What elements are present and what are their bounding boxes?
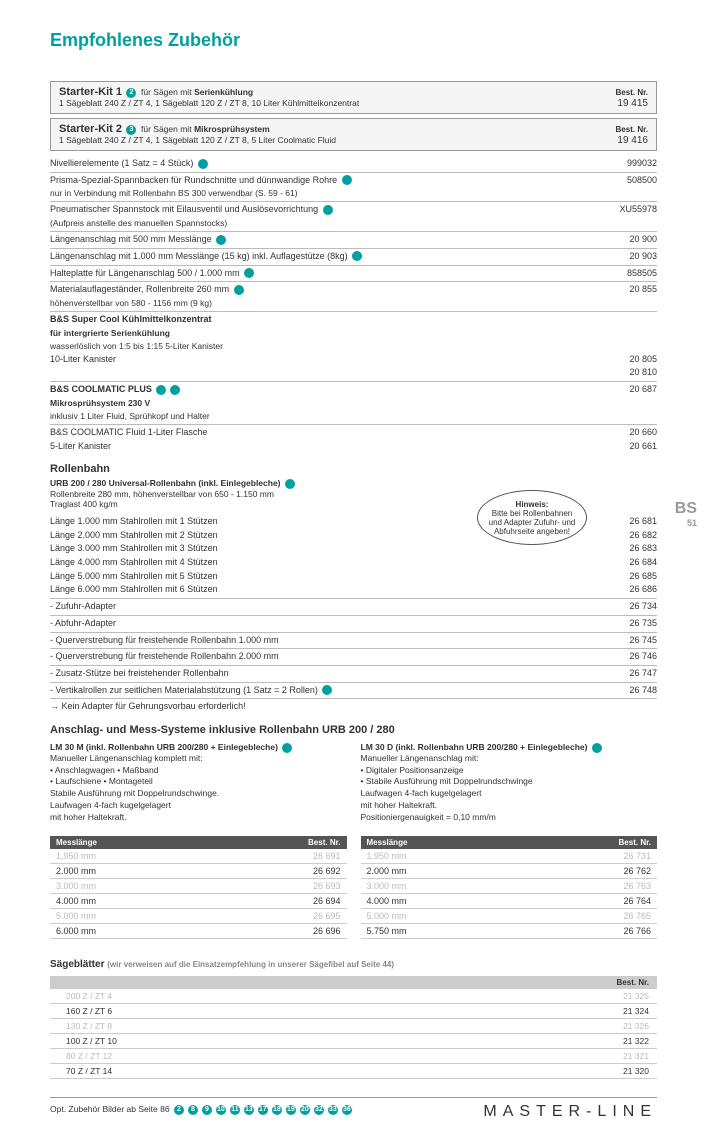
- footer-text: Opt. Zubehör Bilder ab Seite 86: [50, 1104, 170, 1114]
- col-mess: Messlänge: [50, 836, 211, 849]
- col-best: Best. Nr.: [414, 976, 657, 989]
- page-title: Empfohlenes Zubehör: [50, 30, 657, 51]
- sidecode: BS51: [675, 500, 697, 528]
- ref-dot: [285, 479, 295, 489]
- kit1-nr: 19 415: [617, 98, 648, 109]
- kit2-nr: 19 416: [617, 135, 648, 146]
- ref-dot: 2: [126, 88, 136, 98]
- col-mess: Messlänge: [361, 836, 522, 849]
- anschlag-left-lines: Manueller Längenanschlag komplett mit:• …: [50, 753, 347, 824]
- anschlag-left-head: LM 30 M (inkl. Rollenbahn URB 200/280 + …: [50, 742, 278, 752]
- rollenbahn-title: Rollenbahn: [50, 463, 657, 475]
- starter-kit-1: Starter-Kit 1 2 für Sägen mit Serienkühl…: [50, 81, 657, 114]
- kit1-name: Starter-Kit 1: [59, 86, 122, 98]
- hint-title: Hinweis:: [516, 500, 549, 509]
- hint-bubble: Hinweis:Bitte bei Rollenbahnen und Adapt…: [477, 490, 587, 545]
- brand: MASTER-LINE: [483, 1103, 657, 1121]
- kit2-name: Starter-Kit 2: [59, 123, 122, 135]
- rollenbahn-list: Länge 1.000 mm Stahlrollen mit 1 Stützen…: [50, 515, 657, 714]
- kit2-desc: 1 Sägeblatt 240 Z / ZT 4, 1 Sägeblatt 12…: [59, 135, 336, 145]
- anschlag-title: Anschlag- und Mess-Systeme inklusive Rol…: [50, 724, 657, 736]
- starter-kit-2: Starter-Kit 2 3 für Sägen mit Mikrosprüh…: [50, 118, 657, 151]
- anschlag-right-head: LM 30 D (inkl. Rollenbahn URB 200/280 + …: [361, 742, 588, 752]
- kit2-for: für Sägen mit: [141, 124, 192, 134]
- kit1-for: für Sägen mit: [141, 87, 192, 97]
- ref-dot: [282, 743, 292, 753]
- sage-table: Best. Nr. 200 Z / ZT 421 325160 Z / ZT 6…: [50, 976, 657, 1079]
- accessory-list: Nivellierelemente (1 Satz = 4 Stück) 999…: [50, 157, 657, 453]
- ref-dot: [592, 743, 602, 753]
- anschlag-right-lines: Manueller Längenanschlag mit:• Digitaler…: [361, 753, 658, 824]
- bestnr-label: Best. Nr.: [616, 125, 648, 134]
- col-best: Best. Nr.: [211, 836, 346, 849]
- sage-title: Sägeblätter: [50, 959, 104, 970]
- sage-sub: (wir verweisen auf die Einsatzempfehlung…: [107, 960, 394, 969]
- kit1-desc: 1 Sägeblatt 240 Z / ZT 4, 1 Sägeblatt 12…: [59, 98, 359, 108]
- kit1-forbold: Serienkühlung: [194, 87, 253, 97]
- mess-table-left: MesslängeBest. Nr. 1.950 mm26 6912.000 m…: [50, 836, 347, 939]
- rollenbahn-head: URB 200 / 280 Universal-Rollenbahn (inkl…: [50, 478, 281, 488]
- ref-dot: 3: [126, 125, 136, 135]
- bestnr-label: Best. Nr.: [616, 88, 648, 97]
- kit2-forbold: Mikrosprühsystem: [194, 124, 270, 134]
- mess-table-right: MesslängeBest. Nr. 1.950 mm26 7312.000 m…: [361, 836, 658, 939]
- col-best: Best. Nr.: [522, 836, 657, 849]
- hint-text: Bitte bei Rollenbahnen und Adapter Zufuh…: [489, 509, 576, 536]
